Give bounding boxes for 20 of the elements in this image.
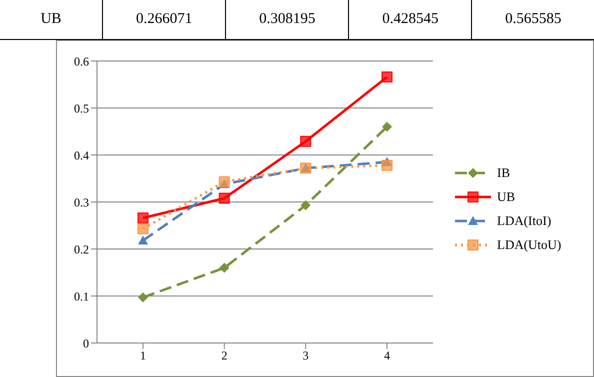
y-tick-label: 0.1 <box>74 289 89 304</box>
legend-label: LDA(UtoU) <box>497 236 562 252</box>
legend-label: LDA(ItoI) <box>497 212 552 228</box>
x-tick-label: 1 <box>140 348 146 363</box>
text: 0.565585 <box>472 0 594 40</box>
text: 0.308195 <box>226 0 349 40</box>
x-tick-label: 4 <box>384 348 390 363</box>
legend-label: IB <box>497 164 510 180</box>
y-tick-label: 0.4 <box>74 148 89 162</box>
x-tick-label: 2 <box>221 348 228 363</box>
y-tick-label: 0.3 <box>74 195 89 210</box>
y-tick-label: 0.6 <box>74 54 89 68</box>
y-tick-label: 0.2 <box>74 242 89 256</box>
x-tick-label: 3 <box>302 348 309 363</box>
legend-label: UB <box>497 188 516 204</box>
y-tick-label: 0.5 <box>74 101 89 116</box>
text: 0.266071 <box>102 0 226 40</box>
text: 0.428545 <box>348 0 472 40</box>
text: UB <box>40 10 62 29</box>
y-tick-label: 0 <box>83 336 89 350</box>
